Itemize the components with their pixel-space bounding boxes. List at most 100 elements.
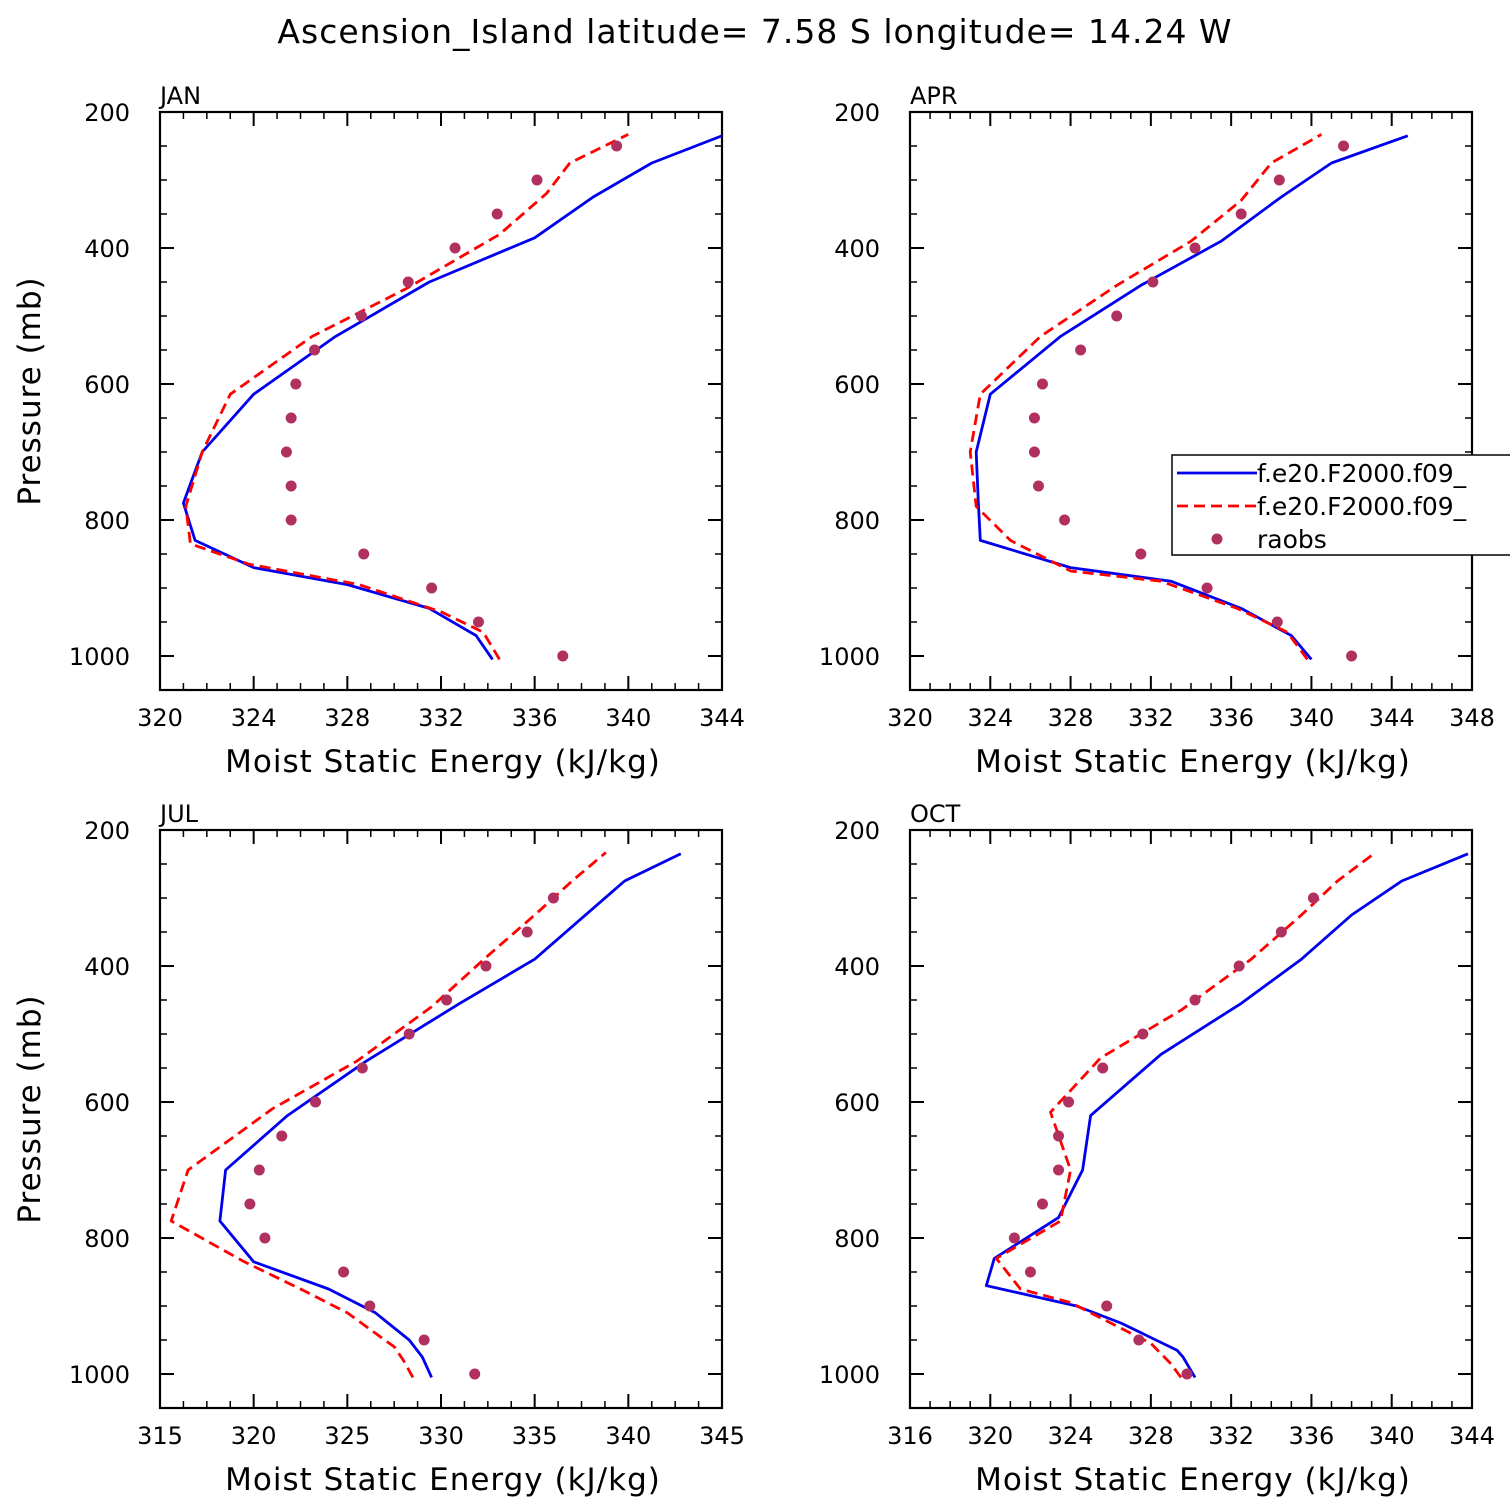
raobs-point (276, 1130, 288, 1142)
plot-frame (158, 110, 724, 692)
panel-jul: JUL 315 320 325 330 335 340 345 200 400 600 800 1000… (12, 800, 745, 1498)
x-tick-label: 320 (887, 704, 933, 732)
raobs-point (1101, 1300, 1113, 1312)
x-tick-label: 324 (1048, 1422, 1094, 1450)
raobs-point (521, 926, 533, 938)
x-tick-label: 328 (1048, 704, 1094, 732)
raobs-point (1036, 1198, 1048, 1210)
raobs-point (1075, 344, 1087, 356)
raobs-point (285, 514, 297, 526)
x-tick-label: 335 (512, 1422, 558, 1450)
x-tick-label: 320 (231, 1422, 277, 1450)
raobs-point (547, 892, 559, 904)
panel-jan: JAN 320 324 328 332 336 340 344 200 400 600 800 1000… (12, 82, 745, 780)
raobs-point (355, 310, 367, 322)
raobs-point (402, 276, 414, 288)
y-tick-label: 800 (834, 1225, 880, 1253)
model-line-solid (182, 134, 722, 661)
x-tick-label: 332 (1208, 1422, 1254, 1450)
panel-apr: APR 320 324 328 332 336 340 344 348 200 400 600 800 1… (819, 82, 1495, 780)
raobs-point (1307, 892, 1319, 904)
raobs-point (1036, 378, 1048, 390)
raobs-point (244, 1198, 256, 1210)
raobs-point (1181, 1368, 1193, 1380)
raobs-point (1097, 1062, 1109, 1074)
x-tick-label: 328 (324, 704, 370, 732)
raobs-point (1028, 446, 1040, 458)
raobs-point (1024, 1266, 1036, 1278)
model-line-solid (218, 852, 682, 1378)
y-tick-label: 1000 (69, 1361, 130, 1389)
x-tick-label: 336 (1208, 704, 1254, 732)
raobs-point (1133, 1334, 1145, 1346)
x-tick-label: 325 (324, 1422, 370, 1450)
x-tick-label: 316 (887, 1422, 933, 1450)
raobs-point (1201, 582, 1213, 594)
raobs-point (469, 1368, 481, 1380)
x-tick-label: 348 (1449, 704, 1495, 732)
model-line-solid (984, 852, 1469, 1379)
y-tick-label: 1000 (819, 643, 880, 671)
x-tick-label: 340 (605, 704, 651, 732)
model-line-dashed (994, 851, 1377, 1379)
raobs-point (1338, 140, 1350, 152)
raobs-point (1147, 276, 1159, 288)
model-line-dashed (184, 133, 629, 661)
plot-frame (908, 828, 1474, 1410)
x-tick-label: 332 (418, 704, 464, 732)
x-tick-label: 336 (1289, 1422, 1335, 1450)
raobs-point (1275, 926, 1287, 938)
y-tick-label: 800 (84, 507, 130, 535)
y-tick-label: 1000 (69, 643, 130, 671)
panel-label: JAN (158, 82, 201, 110)
x-tick-label: 328 (1128, 1422, 1174, 1450)
legend-label: raobs (1257, 525, 1327, 554)
raobs-point (418, 1334, 430, 1346)
x-tick-label: 324 (967, 704, 1013, 732)
raobs-point (285, 480, 297, 492)
y-tick-label: 600 (834, 1089, 880, 1117)
x-tick-label: 345 (699, 1422, 745, 1450)
y-tick-label: 600 (84, 371, 130, 399)
panel-oct: OCT 316 320 324 328 332 336 340 344 200 400 600 800 1… (819, 800, 1495, 1498)
raobs-point (611, 140, 623, 152)
x-tick-label: 344 (699, 704, 745, 732)
x-axis-label: Moist Static Energy (kJ/kg) (975, 1462, 1411, 1498)
raobs-point (1189, 242, 1201, 254)
raobs-point (285, 412, 297, 424)
raobs-point (1032, 480, 1044, 492)
raobs-point (449, 242, 461, 254)
raobs-point (259, 1232, 271, 1244)
y-tick-label: 200 (84, 817, 130, 845)
y-tick-label: 200 (834, 99, 880, 127)
raobs-point (557, 650, 569, 662)
plot-frame (158, 828, 724, 1410)
legend-label: f.e20.F2000.f09_ (1257, 492, 1467, 521)
y-tick-label: 400 (84, 953, 130, 981)
raobs-point (253, 1164, 265, 1176)
raobs-point (358, 548, 370, 560)
raobs-point (290, 378, 302, 390)
y-axis-label: Pressure (mb) (12, 276, 48, 505)
model-line-dashed (169, 851, 607, 1379)
raobs-point (1189, 994, 1201, 1006)
x-axis-label: Moist Static Energy (kJ/kg) (225, 1462, 661, 1498)
x-tick-label: 315 (137, 1422, 183, 1450)
raobs-point (491, 208, 503, 220)
raobs-point (1053, 1130, 1065, 1142)
y-tick-label: 200 (834, 817, 880, 845)
x-tick-label: 330 (418, 1422, 464, 1450)
model-line-dashed (968, 133, 1323, 661)
x-tick-label: 320 (137, 704, 183, 732)
legend: f.e20.F2000.f09_ f.e20.F2000.f09_raobs (1171, 454, 1510, 556)
y-tick-label: 200 (84, 99, 130, 127)
raobs-point (1111, 310, 1123, 322)
plot-frame (908, 110, 1474, 692)
raobs-point (1235, 208, 1247, 220)
panel-label: OCT (910, 800, 961, 828)
raobs-point (472, 616, 484, 628)
raobs-point (531, 174, 543, 186)
raobs-point (480, 960, 492, 972)
raobs-point (1028, 412, 1040, 424)
panel-label: APR (910, 82, 958, 110)
